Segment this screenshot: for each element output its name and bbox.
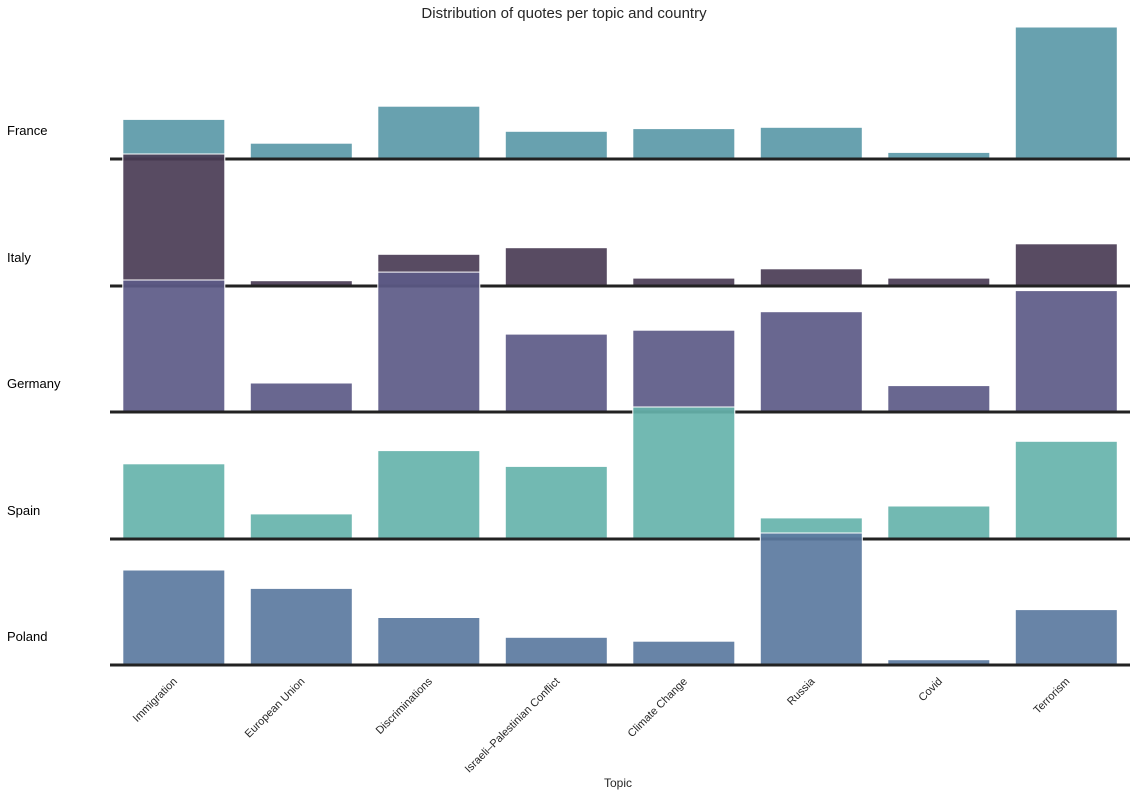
bar-poland-european-union (249, 587, 353, 666)
bar-germany-climate-change (632, 329, 736, 413)
x-tick-russia: Russia (785, 675, 818, 708)
bar-germany-discriminations (377, 271, 481, 413)
bar-spain-climate-change (632, 406, 736, 540)
row-label-germany: Germany (7, 376, 61, 391)
bar-germany-israeli-palestinian-conflict (504, 333, 608, 413)
bar-france-european-union (249, 142, 353, 160)
bar-france-immigration (122, 118, 226, 160)
x-tick-european-union: European Union (243, 676, 308, 741)
bar-germany-terrorism (1014, 290, 1118, 413)
bar-poland-russia (759, 532, 863, 666)
bar-italy-terrorism (1014, 243, 1118, 287)
x-tick-covid: Covid (917, 676, 945, 704)
bar-spain-israeli-palestinian-conflict (504, 465, 608, 540)
x-tick-terrorism: Terrorism (1032, 676, 1073, 717)
bar-spain-terrorism (1014, 440, 1118, 540)
row-spain: Spain (7, 406, 1130, 541)
row-label-poland: Poland (7, 629, 47, 644)
bar-germany-covid (887, 385, 991, 413)
row-label-italy: Italy (7, 250, 31, 265)
row-france: France (7, 26, 1130, 161)
bar-italy-russia (759, 268, 863, 287)
bar-poland-climate-change (632, 640, 736, 666)
x-tick-climate-change: Climate Change (626, 676, 690, 740)
x-axis-ticks: Immigration European Union Discriminations… (131, 675, 1073, 775)
x-tick-discriminations: Discriminations (374, 675, 436, 737)
row-label-france: France (7, 123, 47, 138)
chart-title: Distribution of quotes per topic and cou… (421, 5, 707, 22)
x-axis-label: Topic (604, 776, 632, 790)
bar-poland-immigration (122, 569, 226, 666)
bar-germany-european-union (249, 382, 353, 413)
bar-spain-immigration (122, 463, 226, 540)
bar-poland-israeli-palestinian-conflict (504, 636, 608, 666)
bar-france-israeli-palestinian-conflict (504, 130, 608, 160)
x-tick-israeli-palestinian-conflict: Israeli–Palestinian Conflict (463, 676, 563, 776)
bar-poland-discriminations (377, 617, 481, 666)
x-tick-immigration: Immigration (131, 676, 180, 725)
row-poland: Poland (7, 532, 1130, 667)
bar-germany-russia (759, 311, 863, 413)
bar-italy-israeli-palestinian-conflict (504, 247, 608, 287)
bar-italy-immigration (122, 153, 226, 287)
bar-spain-covid (887, 505, 991, 540)
bar-france-terrorism (1014, 26, 1118, 160)
row-label-spain: Spain (7, 503, 40, 518)
bar-spain-discriminations (377, 450, 481, 540)
bar-germany-immigration (122, 279, 226, 413)
bar-france-climate-change (632, 128, 736, 160)
bar-france-discriminations (377, 105, 481, 160)
row-germany: Germany (7, 271, 1130, 414)
bar-france-russia (759, 126, 863, 160)
bar-poland-terrorism (1014, 609, 1118, 666)
bar-spain-european-union (249, 513, 353, 540)
row-italy: Italy (7, 153, 1130, 288)
chart-rows: France Italy Germany Spain Poland (7, 26, 1130, 667)
